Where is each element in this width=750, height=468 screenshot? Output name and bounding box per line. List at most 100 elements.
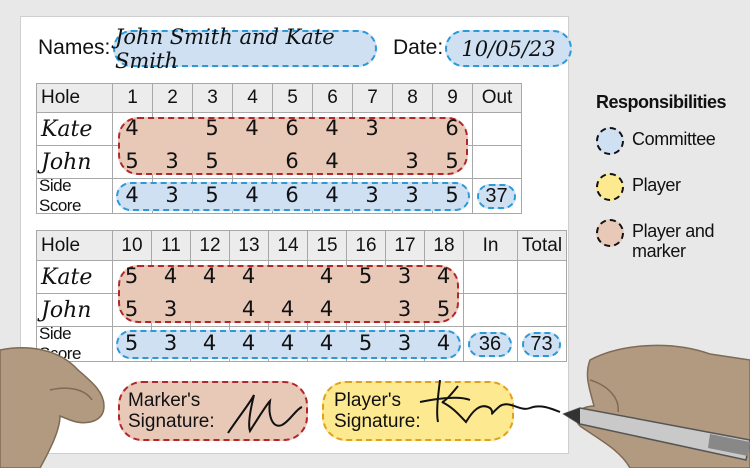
player-and-marker-swatch-icon: [596, 219, 624, 247]
hole-score: 4: [125, 115, 139, 140]
hole-score: 5: [124, 263, 139, 288]
out-cell: [472, 112, 522, 146]
out-total-value[interactable]: 37: [477, 184, 516, 209]
player-name: Kate: [36, 112, 113, 146]
side-score: 5: [205, 182, 219, 207]
hole-number: 15: [307, 230, 347, 261]
hole-score: 4: [436, 263, 451, 288]
hole-score: 6: [445, 115, 459, 140]
side-score: 3: [365, 182, 379, 207]
player-signature-label-2: Signature:: [334, 411, 421, 432]
player-name: John: [36, 293, 113, 327]
side-score: 4: [241, 330, 256, 355]
hole-score: 3: [163, 296, 178, 321]
hole-score: 4: [319, 263, 334, 288]
side-score: 4: [202, 330, 217, 355]
hole-score: 4: [245, 115, 259, 140]
hole-number: 16: [346, 230, 386, 261]
player-name: John: [36, 145, 113, 179]
legend-label: Committee: [632, 129, 716, 149]
side-score: 4: [319, 330, 334, 355]
date-label: Date:: [393, 36, 444, 59]
hole-number: 8: [392, 83, 433, 113]
hole-label: Hole: [36, 230, 113, 261]
hole-number: 3: [192, 83, 233, 113]
out-cell: [472, 178, 522, 214]
out-header: Out: [472, 83, 522, 113]
right-hand-with-pen-illustration: [562, 344, 750, 468]
hole-score: 4: [325, 148, 339, 173]
hole-number: 1: [112, 83, 153, 113]
total-cell: [517, 260, 567, 294]
hole-score: 6: [285, 115, 299, 140]
hole-score: 4: [280, 296, 295, 321]
hole-score: 5: [358, 263, 373, 288]
side-score-label: Side Score: [36, 176, 113, 215]
player-and-marker-region: [118, 265, 459, 323]
in-cell: [463, 293, 518, 327]
side-score: 4: [325, 182, 339, 207]
hole-score: 4: [241, 296, 256, 321]
legend-label: Player and marker: [632, 221, 715, 261]
hole-number: 13: [229, 230, 269, 261]
hole-number: 10: [112, 230, 152, 261]
hole-score: 4: [202, 263, 217, 288]
committee-region: [116, 182, 470, 211]
hole-number: 9: [432, 83, 473, 113]
committee-swatch-icon: [596, 127, 624, 155]
total-cell: [517, 293, 567, 327]
hole-number: 6: [312, 83, 353, 113]
total-total-value[interactable]: 73: [522, 332, 561, 357]
hole-number: 7: [352, 83, 393, 113]
legend-item-player: Player: [596, 171, 726, 211]
hole-score: 3: [365, 115, 379, 140]
legend-label: Player: [632, 175, 681, 195]
hole-score: 4: [241, 263, 256, 288]
hole-label: Hole: [36, 83, 113, 113]
side-score: 3: [397, 330, 412, 355]
marker-signature-scribble: [227, 394, 303, 434]
hole-score: 5: [445, 148, 459, 173]
names-label: Names:: [38, 36, 111, 59]
hole-score: 5: [125, 148, 139, 173]
marker-signature-box[interactable]: Marker's Signature:: [118, 381, 308, 441]
hole-score: 3: [397, 263, 412, 288]
names-field[interactable]: John Smith and Kate Smith: [113, 25, 377, 73]
hole-number: 14: [268, 230, 308, 261]
side-score: 4: [436, 330, 451, 355]
hole-number: 4: [232, 83, 273, 113]
committee-region: [116, 330, 461, 359]
in-header: In: [463, 230, 518, 261]
side-score: 6: [285, 182, 299, 207]
player-and-marker-region: [118, 117, 468, 175]
hole-number: 12: [190, 230, 230, 261]
side-score: 4: [280, 330, 295, 355]
pen-icon: [562, 407, 750, 461]
date-field[interactable]: 10/05/23: [445, 30, 572, 67]
hole-number: 11: [151, 230, 191, 261]
legend-item-committee: Committee: [596, 125, 726, 165]
legend-title: Responsibilities: [596, 92, 727, 112]
hole-score: 6: [285, 148, 299, 173]
player-swatch-icon: [596, 173, 624, 201]
hole-score: 4: [319, 296, 334, 321]
hole-score: 3: [405, 148, 419, 173]
side-score: 5: [358, 330, 373, 355]
side-score: 4: [125, 182, 139, 207]
hole-score: 3: [397, 296, 412, 321]
side-score: 3: [163, 330, 178, 355]
marker-signature-label: Marker's: [128, 390, 201, 411]
hole-number: 5: [272, 83, 313, 113]
side-score: 4: [245, 182, 259, 207]
total-header: Total: [517, 230, 567, 261]
player-signature-box[interactable]: Player's Signature:: [322, 381, 514, 441]
hole-score: 4: [163, 263, 178, 288]
player-signature-label: Player's: [334, 390, 401, 411]
player-name: Kate: [36, 260, 113, 294]
legend: Responsibilities Committee Player Player…: [596, 92, 727, 261]
hole-score: 4: [325, 115, 339, 140]
hole-score: 3: [165, 148, 179, 173]
in-total-value[interactable]: 36: [468, 332, 512, 357]
in-cell: [463, 260, 518, 294]
hole-number: 2: [152, 83, 193, 113]
